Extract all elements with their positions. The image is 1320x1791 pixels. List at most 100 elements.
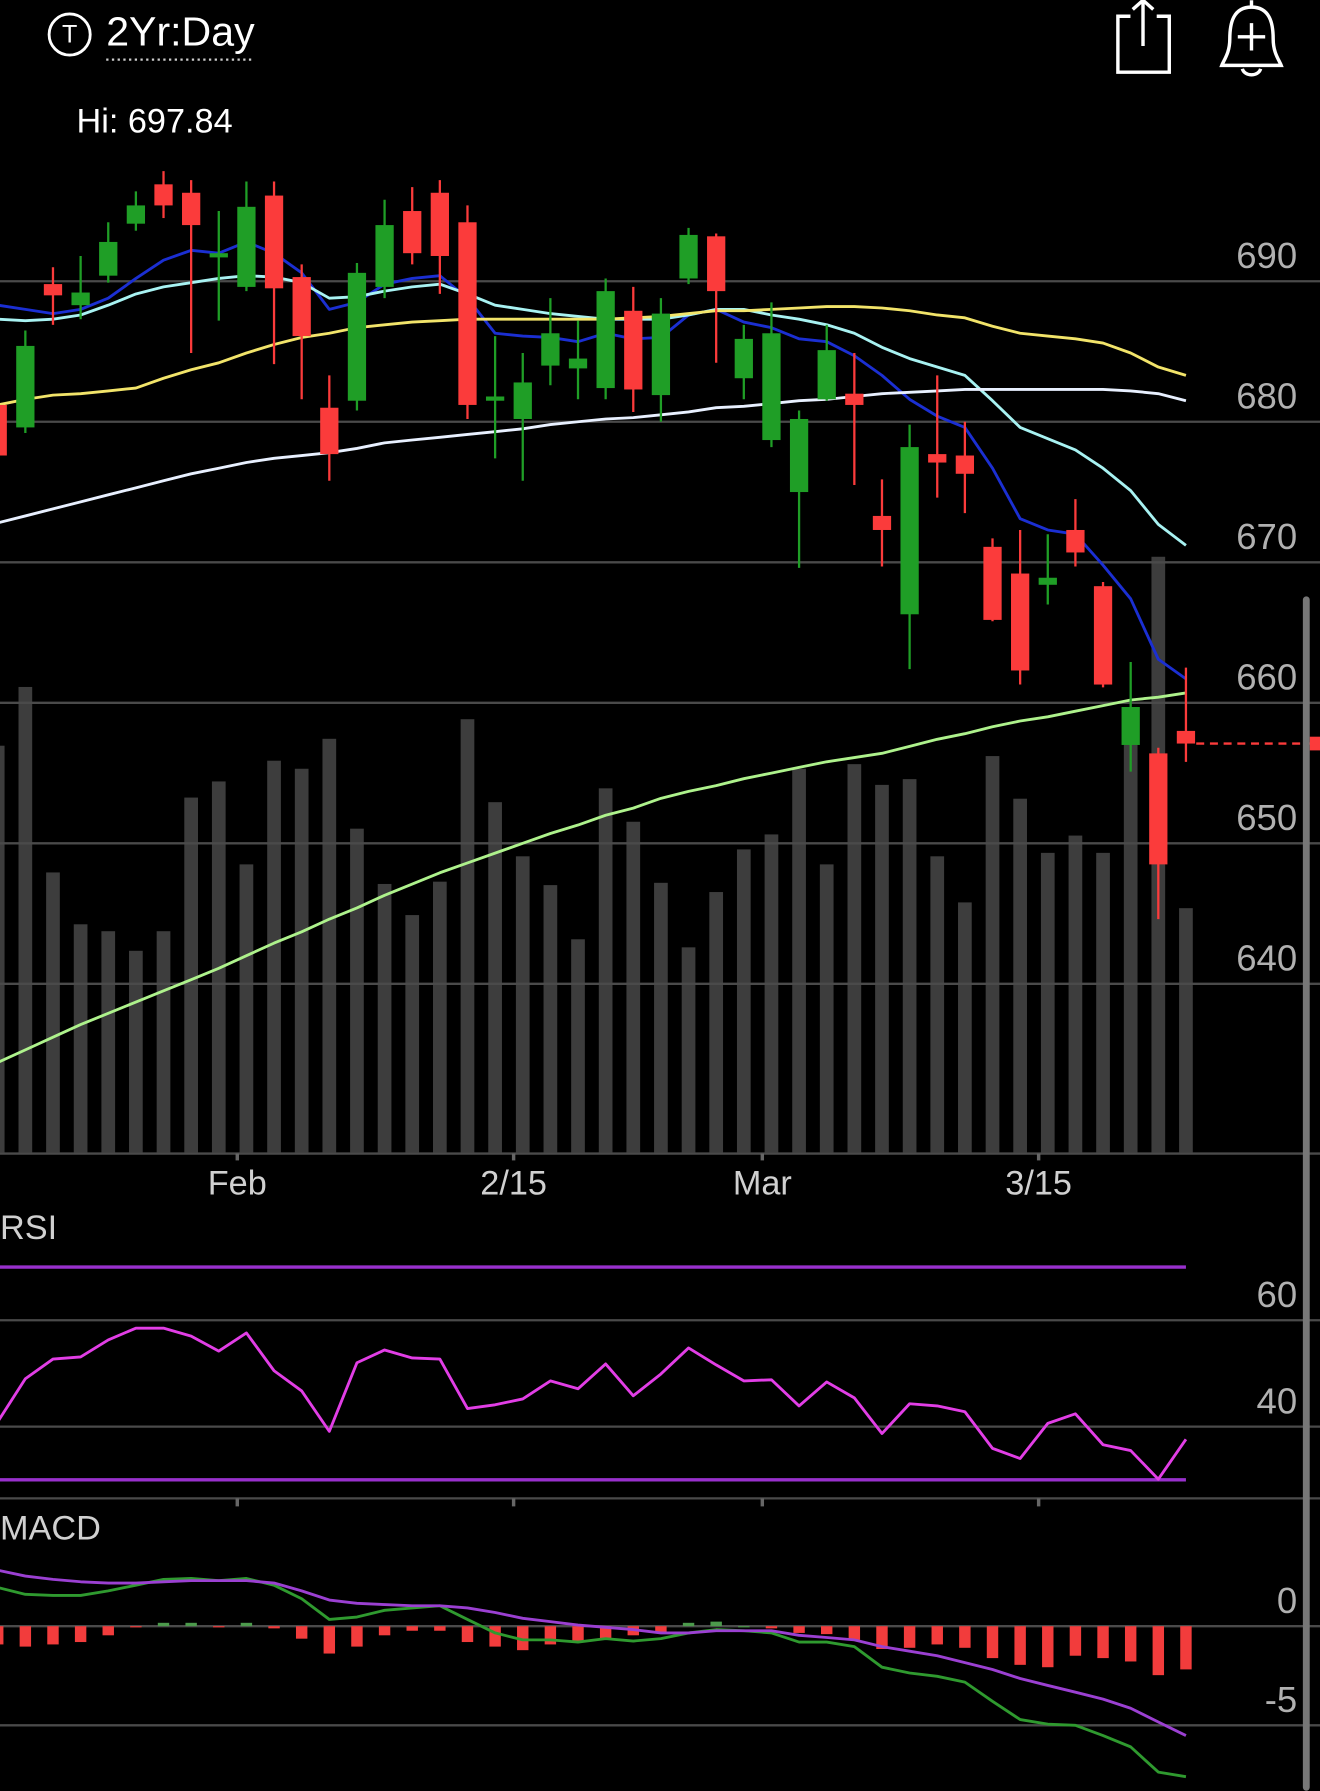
histogram-bar [19, 1626, 32, 1647]
candle-body [845, 393, 864, 405]
candle-body [99, 241, 118, 276]
volume-bar [1013, 798, 1027, 1153]
y-tick-label: 690 [1236, 235, 1297, 276]
histogram-bar [1180, 1626, 1192, 1670]
y-tick-label: 0 [1277, 1580, 1297, 1621]
volume-bar [847, 764, 862, 1153]
y-tick-label: 640 [1236, 938, 1297, 979]
candle-body [1038, 577, 1057, 585]
volume-bar [792, 768, 806, 1153]
histogram-bar [1124, 1626, 1137, 1662]
histogram-bar [323, 1626, 336, 1654]
histogram-bar [903, 1626, 916, 1648]
histogram-bar [821, 1626, 833, 1635]
candle-body [209, 253, 228, 258]
volume-bar [598, 788, 613, 1153]
candle-body [789, 418, 809, 493]
candle-body [624, 310, 643, 390]
histogram-bar [710, 1621, 722, 1627]
alert-button[interactable] [1219, 0, 1284, 77]
volume-bar [1068, 835, 1083, 1153]
indicator-line [0, 305, 1187, 406]
volume-bar [18, 686, 33, 1153]
volume-bar [571, 939, 585, 1153]
y-tick-label: 680 [1236, 376, 1297, 417]
histogram-bar [1014, 1626, 1026, 1665]
volume-bar [626, 821, 641, 1153]
volume-bar [432, 881, 447, 1153]
candle-body [43, 284, 63, 296]
histogram-bar [102, 1626, 114, 1636]
volume-bar [985, 756, 1000, 1153]
indicator-line [0, 1569, 1187, 1737]
candle-body [541, 333, 560, 366]
candle-body [762, 333, 781, 441]
candle-body [264, 195, 284, 289]
histogram-bar [157, 1622, 170, 1627]
volume-bar [958, 902, 972, 1153]
panel-title: MACD [0, 1509, 101, 1547]
candle-body [1149, 753, 1168, 865]
volume-bar [515, 856, 530, 1153]
share-arrow [1131, 0, 1155, 46]
histogram-bar [240, 1622, 253, 1627]
candle-body [928, 454, 947, 463]
candle-body [1121, 707, 1140, 745]
candle-body [707, 236, 726, 292]
x-tick-label: 3/15 [1005, 1165, 1072, 1203]
volume-bar [1040, 852, 1055, 1153]
candle-body [1066, 529, 1085, 553]
candle-body [347, 272, 367, 401]
histogram-bar [434, 1626, 446, 1631]
candle-body [237, 206, 256, 287]
candle-body [568, 358, 588, 369]
volume-bar [488, 802, 502, 1153]
candle-body [983, 546, 1002, 620]
histogram-bar [599, 1626, 612, 1639]
histogram-bar [765, 1626, 778, 1629]
candle-body [0, 404, 7, 456]
volume-bar [930, 856, 945, 1153]
y-tick-label: -5 [1265, 1679, 1297, 1720]
indicator-line [0, 240, 1187, 681]
volume-bar [1179, 908, 1193, 1153]
candle-body [513, 382, 532, 419]
share-button[interactable] [1116, 0, 1171, 74]
indicator-line [0, 691, 1187, 1063]
y-tick-label: 40 [1257, 1380, 1298, 1421]
histogram-bar [268, 1626, 280, 1629]
histogram-bar [0, 1626, 4, 1645]
volume-bar [1096, 852, 1110, 1153]
x-tick-label: Feb [208, 1165, 267, 1203]
period-selector[interactable]: 2Yr:Day [106, 8, 255, 54]
candle-body [734, 338, 753, 379]
panel-title: RSI [0, 1209, 57, 1247]
volume-bar [322, 738, 337, 1153]
y-tick-label: 60 [1257, 1274, 1298, 1315]
indicator-line [0, 1577, 1187, 1779]
histogram-bar [655, 1626, 667, 1633]
bell-body [1219, 5, 1284, 68]
candle-body [182, 192, 201, 226]
volume-bar [460, 719, 475, 1153]
candle-body [596, 291, 615, 389]
histogram-bar [1152, 1626, 1165, 1676]
candle-body [403, 211, 422, 254]
volume-bar [819, 864, 834, 1153]
histogram-bar [461, 1626, 474, 1643]
indicator-line [0, 387, 1187, 524]
x-tick-label: Mar [733, 1165, 792, 1203]
volume-bar [764, 834, 779, 1153]
y-tick-label: 650 [1236, 797, 1297, 838]
symbol-icon[interactable] [47, 12, 92, 57]
scrollbar[interactable] [1302, 596, 1310, 1791]
share-box [1116, 14, 1171, 74]
volume-bar [543, 885, 558, 1153]
candle-body [16, 345, 35, 428]
histogram-bar [572, 1626, 584, 1643]
last-price-marker [1309, 736, 1320, 751]
volume-bar [709, 892, 724, 1153]
histogram-bar [682, 1622, 695, 1627]
